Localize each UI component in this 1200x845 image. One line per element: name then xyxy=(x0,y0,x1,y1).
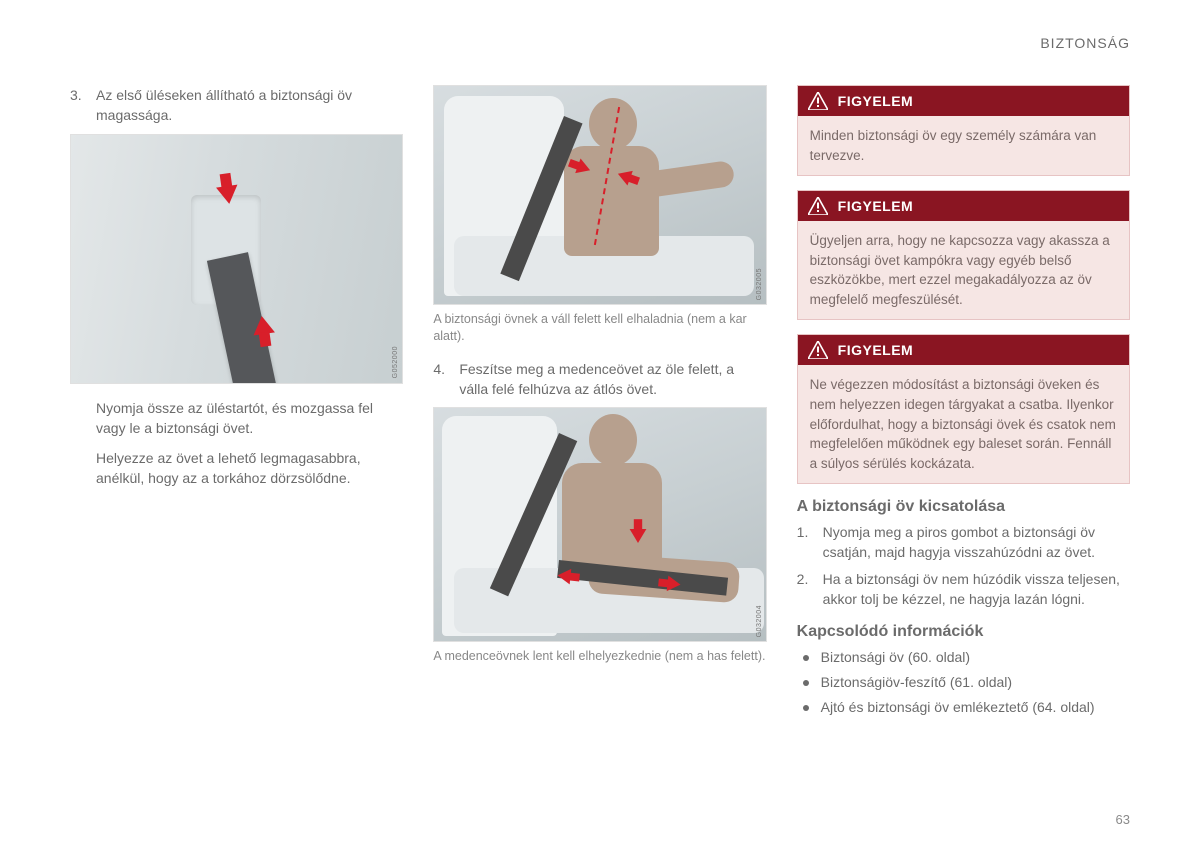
paragraph: Nyomja össze az üléstartót, és mozgassa … xyxy=(70,398,403,439)
unbuckle-heading: A biztonsági öv kicsatolása xyxy=(797,498,1130,516)
paragraph: Helyezze az övet a lehető legmagasabbra,… xyxy=(70,448,403,489)
column-2: G032005 A biztonsági övnek a váll felett… xyxy=(433,85,766,722)
warning-triangle-icon xyxy=(808,341,828,359)
column-1: 3. Az első üléseken állítható a biztonsá… xyxy=(70,85,403,722)
related-info-list: Biztonsági öv (60. oldal) Biztonságiöv-f… xyxy=(797,647,1130,718)
figure-belt-height-adjuster: G052000 xyxy=(70,134,403,384)
step-4: 4. Feszítse meg a medenceövet az öle fel… xyxy=(433,359,766,400)
list-item: 2. Ha a biztonsági öv nem húzódik vissza… xyxy=(797,569,1130,610)
figure-code: G032005 xyxy=(756,268,763,300)
step-3: 3. Az első üléseken állítható a biztonsá… xyxy=(70,85,403,126)
warning-body: Minden biztonsági öv egy személy számára… xyxy=(798,116,1129,175)
warning-box: FIGYELEM Minden biztonsági öv egy személ… xyxy=(797,85,1130,176)
figure-lap-belt: G032004 xyxy=(433,407,766,642)
step-text: Nyomja meg a piros gombot a biztonsági ö… xyxy=(823,522,1130,563)
warning-body: Ne végezzen módosítást a biztonsági övek… xyxy=(798,365,1129,483)
warning-header: FIGYELEM xyxy=(798,335,1129,365)
page-number: 63 xyxy=(1116,812,1130,827)
related-info-heading: Kapcsolódó információk xyxy=(797,623,1130,641)
list-item: Ajtó és biztonsági öv emlékeztető (64. o… xyxy=(797,697,1130,718)
warning-title: FIGYELEM xyxy=(838,342,914,358)
unbuckle-steps: 1. Nyomja meg a piros gombot a biztonság… xyxy=(797,522,1130,609)
page-section-header: BIZTONSÁG xyxy=(1040,35,1130,51)
step-text: Ha a biztonsági öv nem húzódik vissza te… xyxy=(823,569,1130,610)
list-item: Biztonságiöv-feszítő (61. oldal) xyxy=(797,672,1130,693)
arrow-left-icon xyxy=(557,568,572,585)
warning-box: FIGYELEM Ügyeljen arra, hogy ne kapcsozz… xyxy=(797,190,1130,320)
step-text: Az első üléseken állítható a biztonsági … xyxy=(96,85,403,126)
figure-caption: A medenceövnek lent kell elhelyezkednie … xyxy=(433,648,766,665)
step-number: 3. xyxy=(70,85,86,126)
list-item: 1. Nyomja meg a piros gombot a biztonság… xyxy=(797,522,1130,563)
warning-header: FIGYELEM xyxy=(798,86,1129,116)
warning-body: Ügyeljen arra, hogy ne kapcsozza vagy ak… xyxy=(798,221,1129,319)
warning-triangle-icon xyxy=(808,197,828,215)
warning-title: FIGYELEM xyxy=(838,93,914,109)
figure-code: G032004 xyxy=(756,605,763,637)
column-3: FIGYELEM Minden biztonsági öv egy személ… xyxy=(797,85,1130,722)
warning-title: FIGYELEM xyxy=(838,198,914,214)
list-item: Biztonsági öv (60. oldal) xyxy=(797,647,1130,668)
arrow-right-icon xyxy=(667,576,682,593)
warning-header: FIGYELEM xyxy=(798,191,1129,221)
arrow-down-icon xyxy=(216,184,240,205)
step-number: 1. xyxy=(797,522,813,563)
step-text: Feszítse meg a medenceövet az öle felett… xyxy=(459,359,766,400)
figure-code: G052000 xyxy=(392,346,399,378)
arrow-up-icon xyxy=(251,314,275,335)
step-number: 4. xyxy=(433,359,449,400)
step-number: 2. xyxy=(797,569,813,610)
figure-shoulder-belt: G032005 xyxy=(433,85,766,305)
warning-triangle-icon xyxy=(808,92,828,110)
warning-box: FIGYELEM Ne végezzen módosítást a bizton… xyxy=(797,334,1130,484)
content-columns: 3. Az első üléseken állítható a biztonsá… xyxy=(70,85,1130,722)
figure-caption: A biztonsági övnek a váll felett kell el… xyxy=(433,311,766,345)
arrow-down-icon xyxy=(630,529,647,543)
